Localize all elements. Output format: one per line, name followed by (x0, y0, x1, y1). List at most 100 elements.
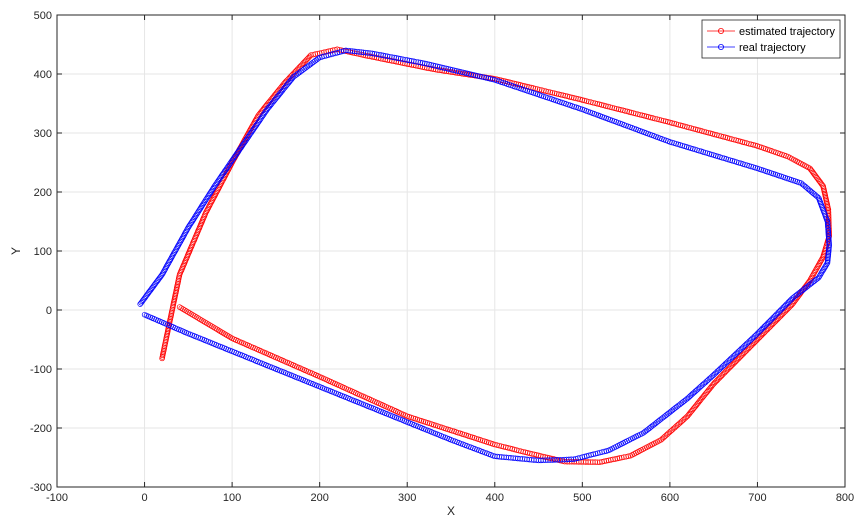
data-point (209, 187, 215, 194)
data-point (397, 56, 404, 62)
data-point (177, 238, 184, 245)
data-point (737, 138, 744, 145)
data-point (545, 88, 551, 95)
data-point (254, 121, 260, 128)
data-point (354, 48, 360, 55)
data-point (211, 194, 217, 200)
data-point (245, 134, 252, 140)
data-point (624, 108, 630, 115)
data-point (694, 127, 701, 133)
legend[interactable]: estimated trajectory real trajectory (701, 19, 841, 59)
data-point (360, 49, 367, 56)
data-point (203, 209, 209, 216)
data-point (223, 166, 229, 173)
data-point (415, 59, 421, 65)
data-point (447, 66, 453, 73)
data-point (470, 72, 477, 78)
data-point (164, 261, 171, 268)
x-tick-label: -100 (46, 492, 68, 504)
data-point (215, 177, 222, 184)
data-point (189, 218, 195, 225)
data-point (186, 223, 192, 229)
data-point (167, 257, 173, 264)
data-point (225, 162, 232, 169)
data-point (362, 49, 369, 56)
data-point (241, 139, 248, 146)
data-point (218, 173, 224, 180)
data-point (684, 124, 690, 130)
data-point (210, 195, 217, 202)
data-point (618, 454, 625, 461)
data-point (176, 304, 183, 310)
data-point (428, 62, 434, 68)
data-point (475, 73, 481, 79)
legend-entry: real trajectory (707, 42, 806, 54)
series-2 (137, 47, 832, 464)
data-point (191, 214, 198, 221)
ticks: -100 0 100 200 300 400 500 600 700 800 -300 -200 -10… (30, 10, 854, 504)
data-point (472, 72, 479, 79)
data-point (204, 207, 211, 213)
data-point (210, 184, 217, 191)
data-point (481, 74, 487, 81)
data-point (720, 134, 727, 140)
data-point (206, 204, 212, 210)
data-point (462, 70, 468, 76)
data-point (246, 128, 253, 134)
data-point (248, 129, 254, 136)
data-point (172, 247, 179, 254)
data-point (485, 439, 492, 446)
data-point (238, 145, 244, 151)
data-point (512, 84, 518, 90)
data-point (426, 61, 432, 68)
data-point (492, 441, 498, 448)
data-point (182, 230, 188, 236)
x-tick-label: 100 (223, 492, 241, 504)
data-point (822, 263, 829, 269)
data-point (365, 50, 371, 56)
data-point (205, 193, 212, 199)
data-point (412, 416, 419, 422)
y-tick-label: 0 (46, 305, 52, 317)
data-point (811, 171, 817, 177)
data-point (190, 217, 196, 224)
data-point (159, 271, 165, 278)
data-point (250, 127, 256, 133)
data-point (230, 155, 237, 162)
data-point (161, 267, 168, 274)
data-point (207, 190, 213, 196)
data-point (696, 147, 702, 154)
data-point (202, 197, 209, 204)
data-point (343, 47, 349, 54)
data-point (176, 240, 183, 246)
data-point (174, 244, 180, 251)
data-point (641, 113, 648, 119)
data-point (226, 165, 232, 171)
data-point (179, 236, 185, 242)
data-point (195, 208, 202, 215)
data-point (818, 270, 825, 276)
data-point (220, 171, 226, 177)
data-point (256, 117, 263, 124)
data-point (356, 49, 362, 55)
data-point (232, 153, 238, 159)
data-point (669, 139, 675, 146)
legend-label: real trajectory (739, 42, 806, 54)
data-point (611, 105, 618, 111)
y-tick-label: 500 (34, 10, 52, 22)
data-point (489, 76, 496, 83)
data-point (244, 135, 251, 141)
data-point (435, 67, 441, 73)
data-point (418, 418, 425, 424)
legend-entry: estimated trajectory (707, 26, 835, 38)
data-point (618, 107, 624, 113)
data-point (558, 92, 564, 98)
x-tick-label: 300 (398, 492, 416, 504)
data-point (168, 254, 175, 261)
data-point (351, 48, 358, 55)
data-point (197, 206, 203, 212)
data-point (208, 189, 214, 195)
data-point (605, 103, 611, 110)
data-point (201, 199, 208, 205)
